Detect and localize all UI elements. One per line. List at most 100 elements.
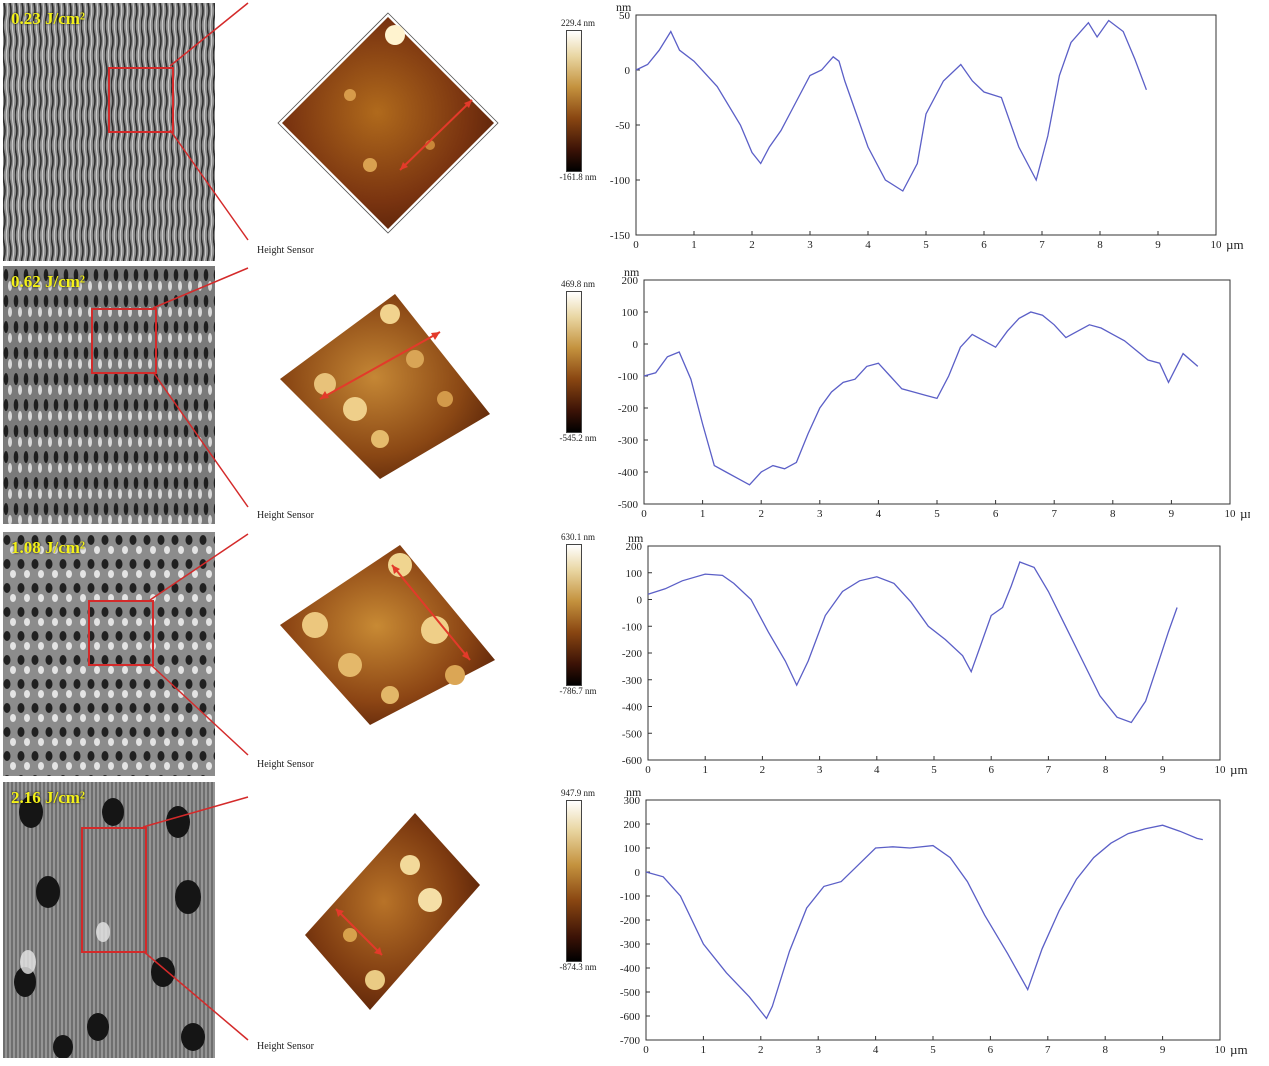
y-tick-label: 50 xyxy=(619,10,631,22)
colorbar-max: 947.9 nm xyxy=(560,788,595,798)
sem-image: 2.16 J/cm² xyxy=(3,782,215,1058)
colorbar-min: -786.7 nm xyxy=(559,686,597,696)
colorbar-min: -545.2 nm xyxy=(559,433,597,443)
zoom-box xyxy=(108,67,174,133)
fluence-label: 2.16 J/cm² xyxy=(11,788,86,807)
figure-row-4: 2.16 J/cm² Height Sensor 947.9 nm -874.3 xyxy=(0,780,1269,1061)
y-tick-label: 100 xyxy=(622,307,639,319)
y-tick-label: -300 xyxy=(620,939,641,951)
sem-texture xyxy=(3,266,215,524)
x-tick-label: 1 xyxy=(700,508,706,520)
y-axis-label: nm xyxy=(616,0,632,14)
x-tick-label: 2 xyxy=(749,239,755,251)
y-tick-label: -100 xyxy=(620,891,641,903)
line-profile-plot: 200 100 0 -100 -200 -300 -400 -500 -600 0 1 2 3 4 5 6 7 8… xyxy=(590,530,1250,785)
colorbar: 947.9 nm -874.3 nm xyxy=(548,788,608,978)
x-axis-label: µm xyxy=(1240,506,1250,521)
y-tick-label: 200 xyxy=(624,819,641,831)
x-tick-label: 0 xyxy=(643,1044,649,1056)
y-tick-label: -500 xyxy=(620,987,641,999)
colorbar-gradient xyxy=(566,800,582,962)
plot-frame xyxy=(647,545,1221,761)
zoom-box xyxy=(91,308,157,374)
y-tick-label: -200 xyxy=(618,403,639,415)
y-tick-label: -50 xyxy=(615,120,630,132)
x-axis-label: µm xyxy=(1230,762,1248,777)
afm-3d-map: Height Sensor xyxy=(240,805,530,1055)
colorbar-max: 229.4 nm xyxy=(560,18,595,28)
y-tick-label: 0 xyxy=(633,339,639,351)
x-tick-label: 1 xyxy=(691,239,697,251)
x-tick-label: 8 xyxy=(1102,1044,1108,1056)
x-tick-label: 7 xyxy=(1039,239,1045,251)
x-tick-label: 8 xyxy=(1103,764,1109,776)
y-tick-label: 0 xyxy=(625,65,631,77)
x-tick-label: 5 xyxy=(931,764,937,776)
y-tick-label: 300 xyxy=(624,795,641,807)
figure-row-2: 0.62 J/cm² Height Sensor 469.8 nm xyxy=(0,264,1269,526)
x-tick-label: 2 xyxy=(760,764,766,776)
y-tick-label: 200 xyxy=(622,275,639,287)
y-tick-label: -500 xyxy=(618,499,639,511)
x-tick-label: 7 xyxy=(1045,1044,1051,1056)
y-tick-label: -600 xyxy=(620,1011,641,1023)
profile-line xyxy=(647,561,1178,724)
x-tick-label: 6 xyxy=(993,508,999,520)
x-tick-label: 9 xyxy=(1155,239,1161,251)
x-tick-label: 4 xyxy=(876,508,882,520)
y-tick-label: -400 xyxy=(620,963,641,975)
x-axis-label: µm xyxy=(1230,1042,1248,1057)
height-sensor-label: Height Sensor xyxy=(257,510,314,521)
x-tick-label: 10 xyxy=(1225,508,1237,520)
colorbar-min: -161.8 nm xyxy=(559,172,597,182)
profile-line xyxy=(645,824,1203,1020)
y-tick-label: -400 xyxy=(622,702,643,714)
colorbar: 229.4 nm -161.8 nm xyxy=(548,18,608,182)
x-tick-label: 8 xyxy=(1097,239,1103,251)
x-tick-label: 5 xyxy=(930,1044,936,1056)
x-tick-label: 5 xyxy=(934,508,940,520)
y-tick-label: 0 xyxy=(635,867,641,879)
y-axis-label: nm xyxy=(628,531,644,545)
x-tick-label: 4 xyxy=(873,1044,879,1056)
figure-row-3: 1.08 J/cm² Height Sensor 630.1 nm xyxy=(0,530,1269,780)
x-tick-label: 3 xyxy=(807,239,813,251)
y-tick-label: -600 xyxy=(622,755,643,767)
zoom-box xyxy=(88,600,154,666)
height-sensor-label: Height Sensor xyxy=(257,1041,314,1052)
line-profile-plot: 50 0 -50 -100 -150 0 1 2 3 4 5 6 7 8 9 10 nm µm xyxy=(590,0,1250,260)
y-tick-label: -100 xyxy=(622,621,643,633)
x-tick-label: 0 xyxy=(633,239,639,251)
colorbar: 630.1 nm -786.7 nm xyxy=(548,532,608,702)
x-tick-label: 10 xyxy=(1215,1044,1227,1056)
figure-row-1: 0.23 J/cm² Height Sensor 229.4 nm xyxy=(0,0,1269,262)
x-tick-label: 5 xyxy=(923,239,929,251)
y-tick-label: 200 xyxy=(626,541,643,553)
x-tick-label: 10 xyxy=(1215,764,1227,776)
zoom-box xyxy=(81,827,147,953)
y-tick-label: -400 xyxy=(618,467,639,479)
colorbar: 469.8 nm -545.2 nm xyxy=(548,279,608,449)
afm-3d-map: Height Sensor xyxy=(240,274,530,521)
x-tick-label: 6 xyxy=(981,239,987,251)
x-axis-label: µm xyxy=(1226,237,1244,252)
y-tick-label: -100 xyxy=(618,371,639,383)
y-tick-label: -150 xyxy=(610,230,631,242)
y-tick-label: -500 xyxy=(622,728,643,740)
plot-frame xyxy=(643,279,1231,505)
x-tick-label: 9 xyxy=(1160,1044,1166,1056)
profile-line xyxy=(635,19,1148,192)
colorbar-max: 630.1 nm xyxy=(560,532,595,542)
x-tick-label: 2 xyxy=(758,508,764,520)
x-tick-label: 10 xyxy=(1211,239,1223,251)
x-tick-label: 0 xyxy=(641,508,647,520)
sem-image: 1.08 J/cm² xyxy=(3,532,215,776)
y-tick-label: -700 xyxy=(620,1035,641,1047)
colorbar-gradient xyxy=(566,291,582,433)
y-tick-label: -200 xyxy=(620,915,641,927)
x-tick-label: 8 xyxy=(1110,508,1116,520)
plot-frame xyxy=(645,799,1221,1041)
